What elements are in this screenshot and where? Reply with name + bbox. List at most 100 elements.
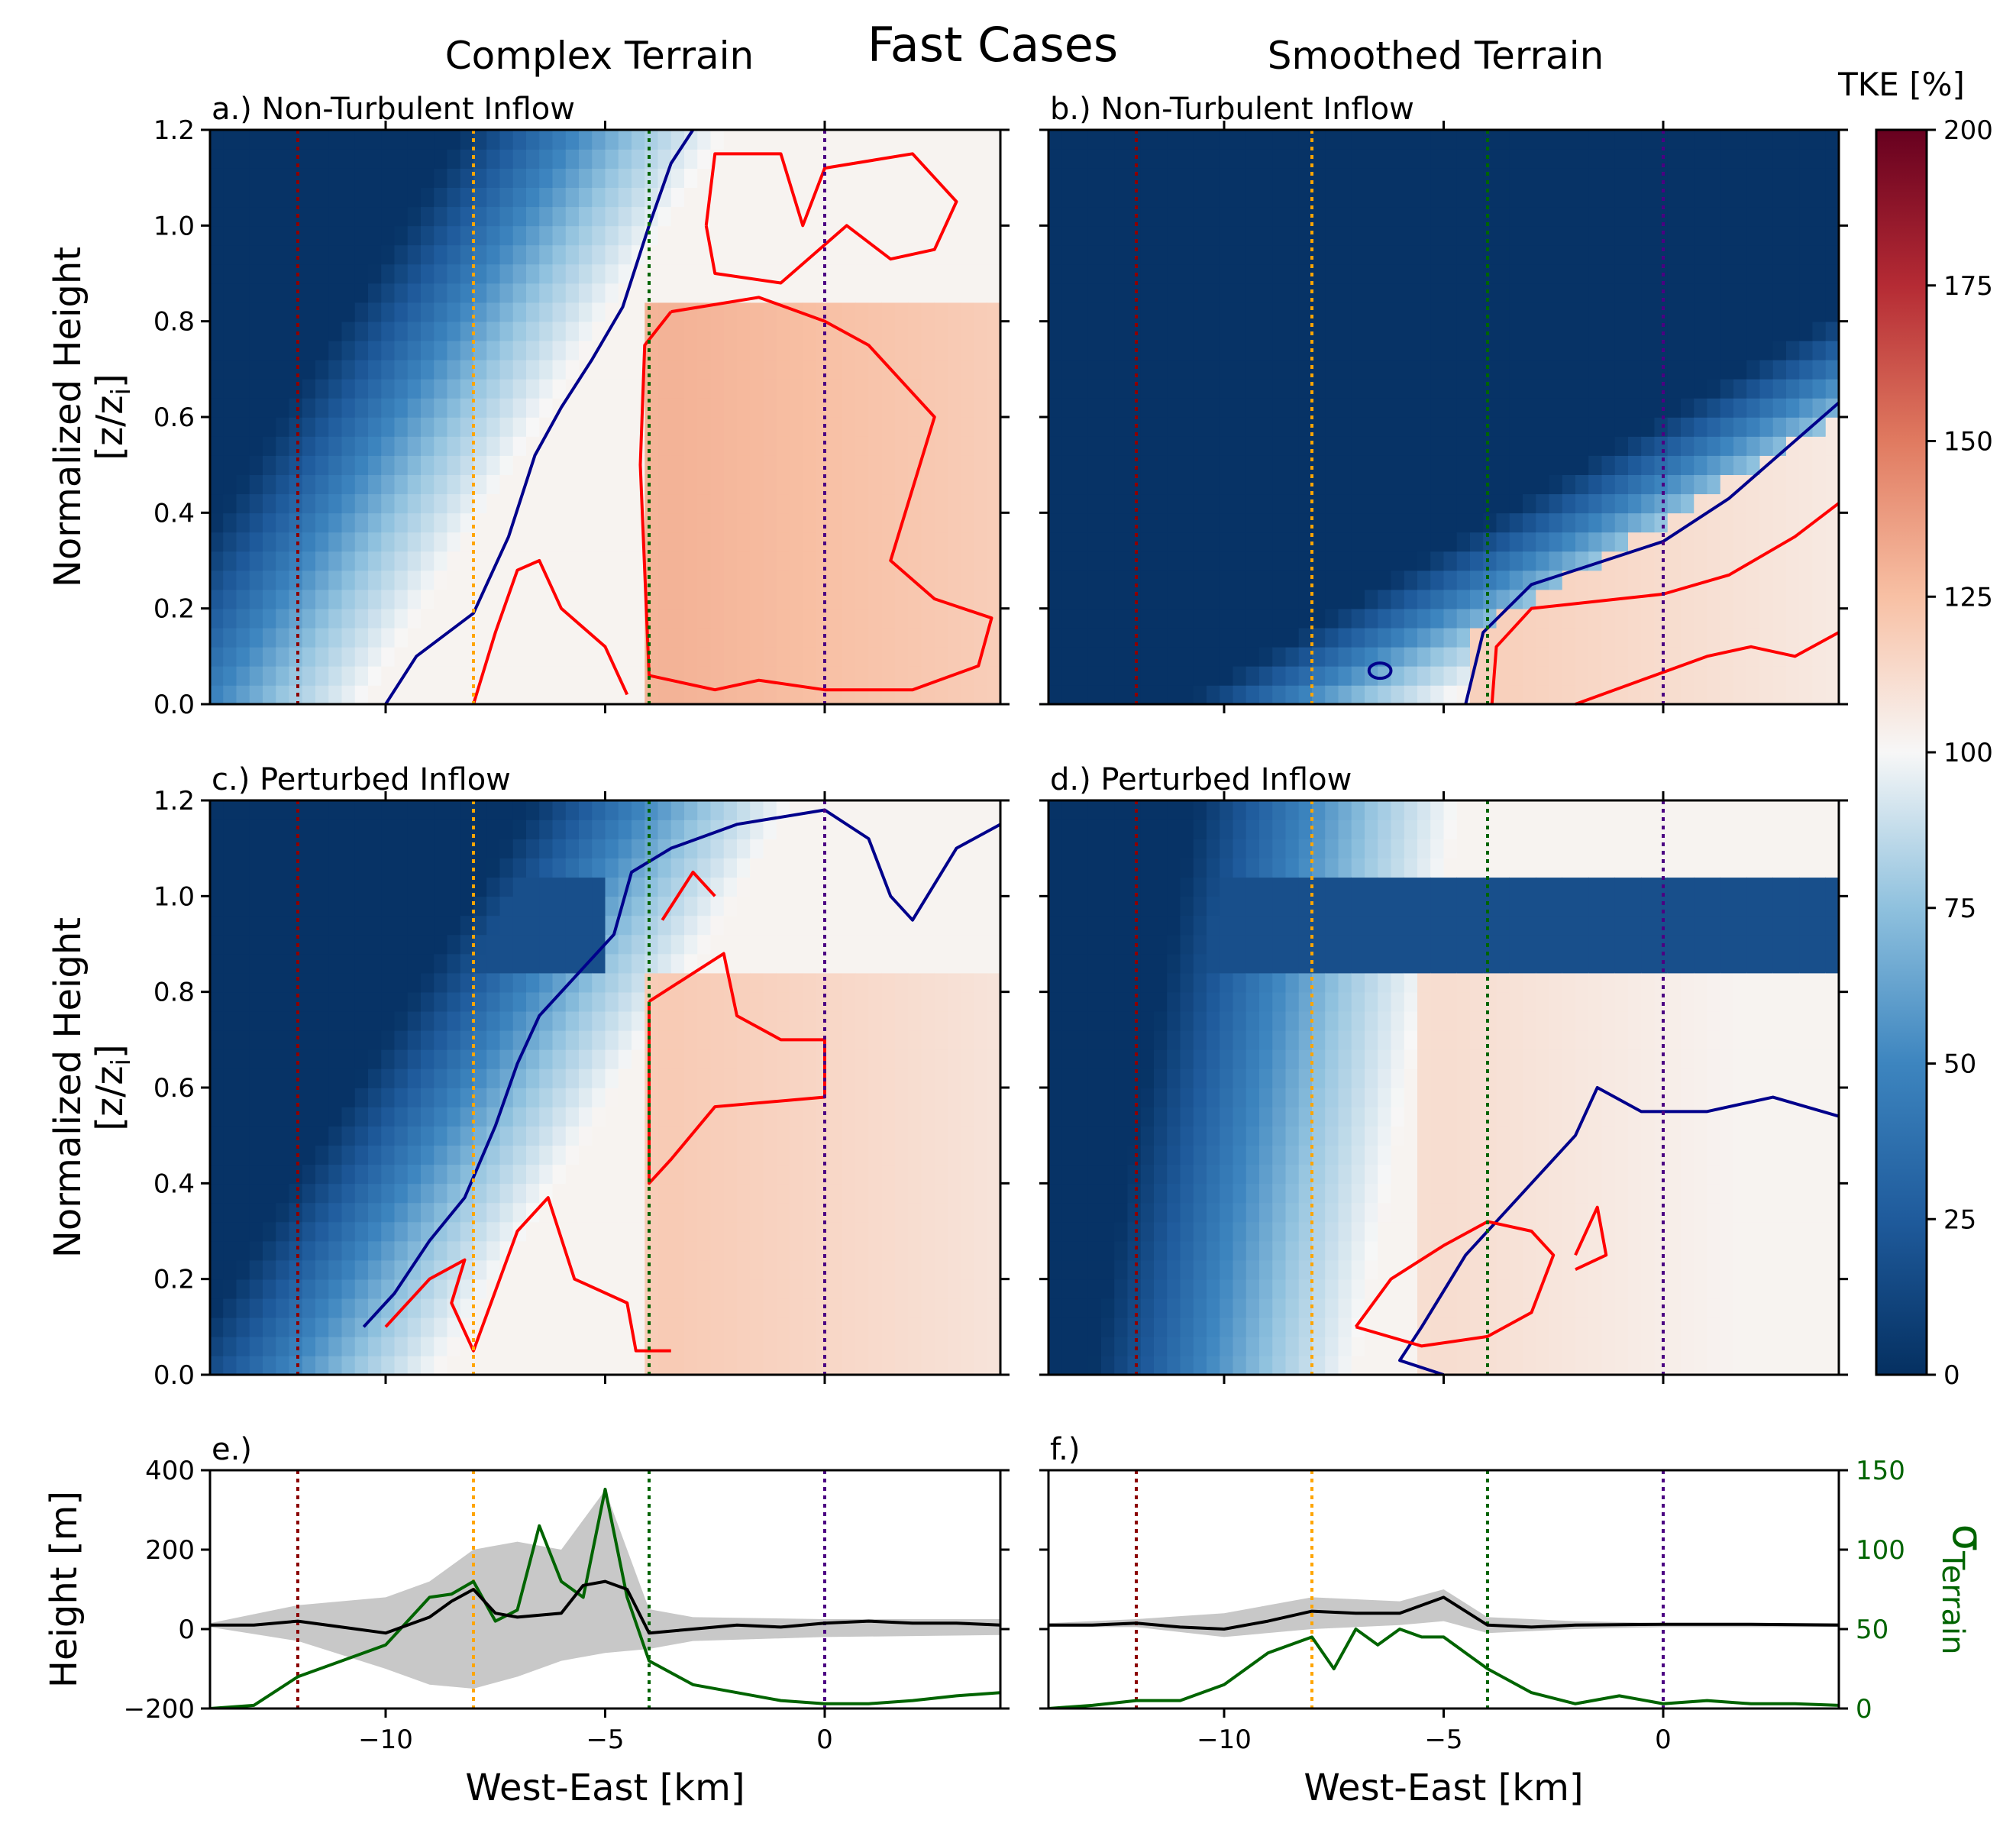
heatmap-cell	[1378, 244, 1392, 265]
heatmap-cell	[881, 321, 896, 341]
heatmap-cell	[315, 589, 330, 609]
heatmap-cell	[328, 1240, 343, 1261]
heatmap-cell	[460, 665, 474, 686]
heatmap-cell	[539, 263, 554, 284]
heatmap-cell	[473, 512, 488, 533]
heatmap-cell	[315, 1030, 330, 1050]
heatmap-cell	[354, 839, 369, 858]
heatmap-cell	[210, 321, 225, 341]
heatmap-cell	[394, 1355, 409, 1376]
heatmap-cell	[579, 225, 593, 246]
heatmap-cell	[1509, 417, 1523, 437]
heatmap-cell	[987, 206, 1001, 227]
heatmap-cell	[1654, 187, 1669, 208]
heatmap-cell	[579, 551, 593, 571]
heatmap-cell	[670, 1336, 685, 1356]
heatmap-cell	[1707, 302, 1721, 322]
heatmap-cell	[868, 455, 883, 475]
heatmap-cell	[368, 858, 383, 878]
heatmap-cell	[670, 1068, 685, 1088]
heatmap-cell	[710, 302, 725, 322]
heatmap-cell	[249, 858, 263, 878]
heatmap-cell	[710, 1107, 725, 1127]
heatmap-cell	[921, 149, 935, 169]
heatmap-cell	[499, 953, 514, 974]
heatmap-cell	[289, 934, 303, 955]
heatmap-cell	[1523, 187, 1537, 208]
heatmap-cell	[1417, 283, 1432, 303]
heatmap-cell	[434, 474, 448, 495]
heatmap-cell	[737, 321, 751, 341]
heatmap-cell	[1667, 206, 1682, 227]
heatmap-cell	[1470, 168, 1485, 188]
heatmap-cell	[605, 551, 619, 571]
heatmap-cell	[632, 1126, 646, 1146]
heatmap-cell	[1351, 684, 1365, 705]
heatmap-cell	[1404, 684, 1418, 705]
heatmap-cell	[776, 493, 790, 514]
heatmap-cell	[763, 1355, 777, 1376]
heatmap-cell	[460, 684, 474, 705]
heatmap-cell	[670, 1107, 685, 1127]
heatmap-cell	[236, 858, 250, 878]
heatmap-cell	[447, 1068, 461, 1088]
heatmap-cell	[407, 359, 422, 380]
heatmap-cell	[394, 627, 409, 648]
heatmap-cell	[645, 168, 659, 188]
heatmap-cell	[210, 1107, 225, 1127]
heatmap-cell	[1509, 149, 1523, 169]
heatmap-cell	[579, 1010, 593, 1031]
heatmap-cell	[697, 1010, 712, 1031]
heatmap-cell	[421, 130, 435, 150]
heatmap-cell	[565, 1317, 580, 1337]
heatmap-cell	[276, 1259, 290, 1280]
heatmap-cell	[579, 1049, 593, 1069]
heatmap-cell	[1338, 302, 1352, 322]
heatmap-cell	[1391, 417, 1405, 437]
heatmap-cell	[1509, 263, 1523, 284]
heatmap-cell	[434, 1068, 448, 1088]
heatmap-cell	[1456, 436, 1471, 456]
heatmap-cell	[1285, 665, 1300, 686]
heatmap-cell	[526, 684, 541, 705]
heatmap-cell	[632, 1030, 646, 1050]
heatmap-cell	[473, 187, 488, 208]
heatmap-cell	[1114, 455, 1129, 475]
heatmap-cell	[1812, 130, 1827, 150]
heatmap-cell	[512, 1355, 527, 1376]
heatmap-cell	[1180, 397, 1194, 418]
heatmap-cell	[276, 225, 290, 246]
heatmap-cell	[1378, 359, 1392, 380]
heatmap-cell	[526, 1107, 541, 1127]
heatmap-cell	[1588, 417, 1603, 437]
heatmap-cell	[434, 1145, 448, 1165]
heatmap-cell	[1378, 378, 1392, 399]
heatmap-cell	[1325, 225, 1339, 246]
heatmap-cell	[1483, 589, 1497, 609]
heatmap-cell	[1114, 378, 1129, 399]
heatmap-cell	[1496, 589, 1510, 609]
heatmap-cell	[1285, 168, 1300, 188]
heatmap-cell	[895, 589, 909, 609]
heatmap-cell	[592, 302, 606, 322]
heatmap-cell	[486, 800, 501, 820]
heatmap-cell	[1114, 493, 1129, 514]
heatmap-cell	[657, 225, 672, 246]
heatmap-cell	[710, 378, 725, 399]
heatmap-cell	[236, 1145, 250, 1165]
heatmap-cell	[579, 1126, 593, 1146]
heatmap-cell	[407, 1336, 422, 1356]
heatmap-cell	[249, 570, 263, 590]
heatmap-cell	[565, 1355, 580, 1376]
heatmap-cell	[579, 570, 593, 590]
heatmap-cell	[1681, 684, 1695, 705]
heatmap-cell	[763, 436, 777, 456]
heatmap-cell	[657, 1030, 672, 1050]
heatmap-cell	[1101, 149, 1116, 169]
heatmap-cell	[236, 512, 250, 533]
heatmap-cell	[368, 168, 383, 188]
heatmap-cell	[394, 839, 409, 858]
heatmap-cell	[908, 340, 922, 360]
heatmap-cell	[592, 589, 606, 609]
heatmap-cell	[632, 436, 646, 456]
